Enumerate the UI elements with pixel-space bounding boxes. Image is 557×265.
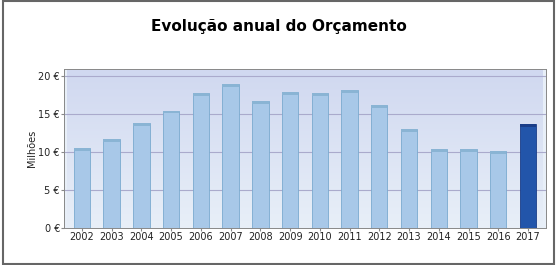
Bar xyxy=(104,139,120,142)
Bar xyxy=(431,149,447,228)
Bar xyxy=(520,124,536,127)
Bar xyxy=(163,111,179,228)
Bar xyxy=(222,84,239,87)
Bar xyxy=(460,149,477,228)
Y-axis label: Milhões: Milhões xyxy=(27,130,37,167)
Bar xyxy=(312,93,328,96)
Bar xyxy=(193,93,209,96)
Bar xyxy=(282,92,298,228)
Bar xyxy=(401,130,417,132)
Bar xyxy=(341,90,358,93)
Bar xyxy=(74,148,90,151)
Bar xyxy=(252,101,268,228)
Bar xyxy=(431,149,447,152)
Bar xyxy=(104,139,120,228)
Bar xyxy=(222,84,239,228)
Bar xyxy=(133,123,150,126)
Bar xyxy=(490,151,506,228)
Bar xyxy=(460,149,477,152)
Bar xyxy=(371,105,388,228)
Bar xyxy=(490,151,506,154)
Bar xyxy=(371,105,388,108)
Bar xyxy=(133,123,150,228)
Text: Evolução anual do Orçamento: Evolução anual do Orçamento xyxy=(150,19,407,34)
Bar xyxy=(341,90,358,228)
Bar xyxy=(282,92,298,95)
Bar xyxy=(74,148,90,228)
Bar xyxy=(312,93,328,228)
Bar xyxy=(163,111,179,113)
Bar xyxy=(252,101,268,104)
Bar xyxy=(520,124,536,228)
Bar xyxy=(193,93,209,228)
Bar xyxy=(401,130,417,228)
